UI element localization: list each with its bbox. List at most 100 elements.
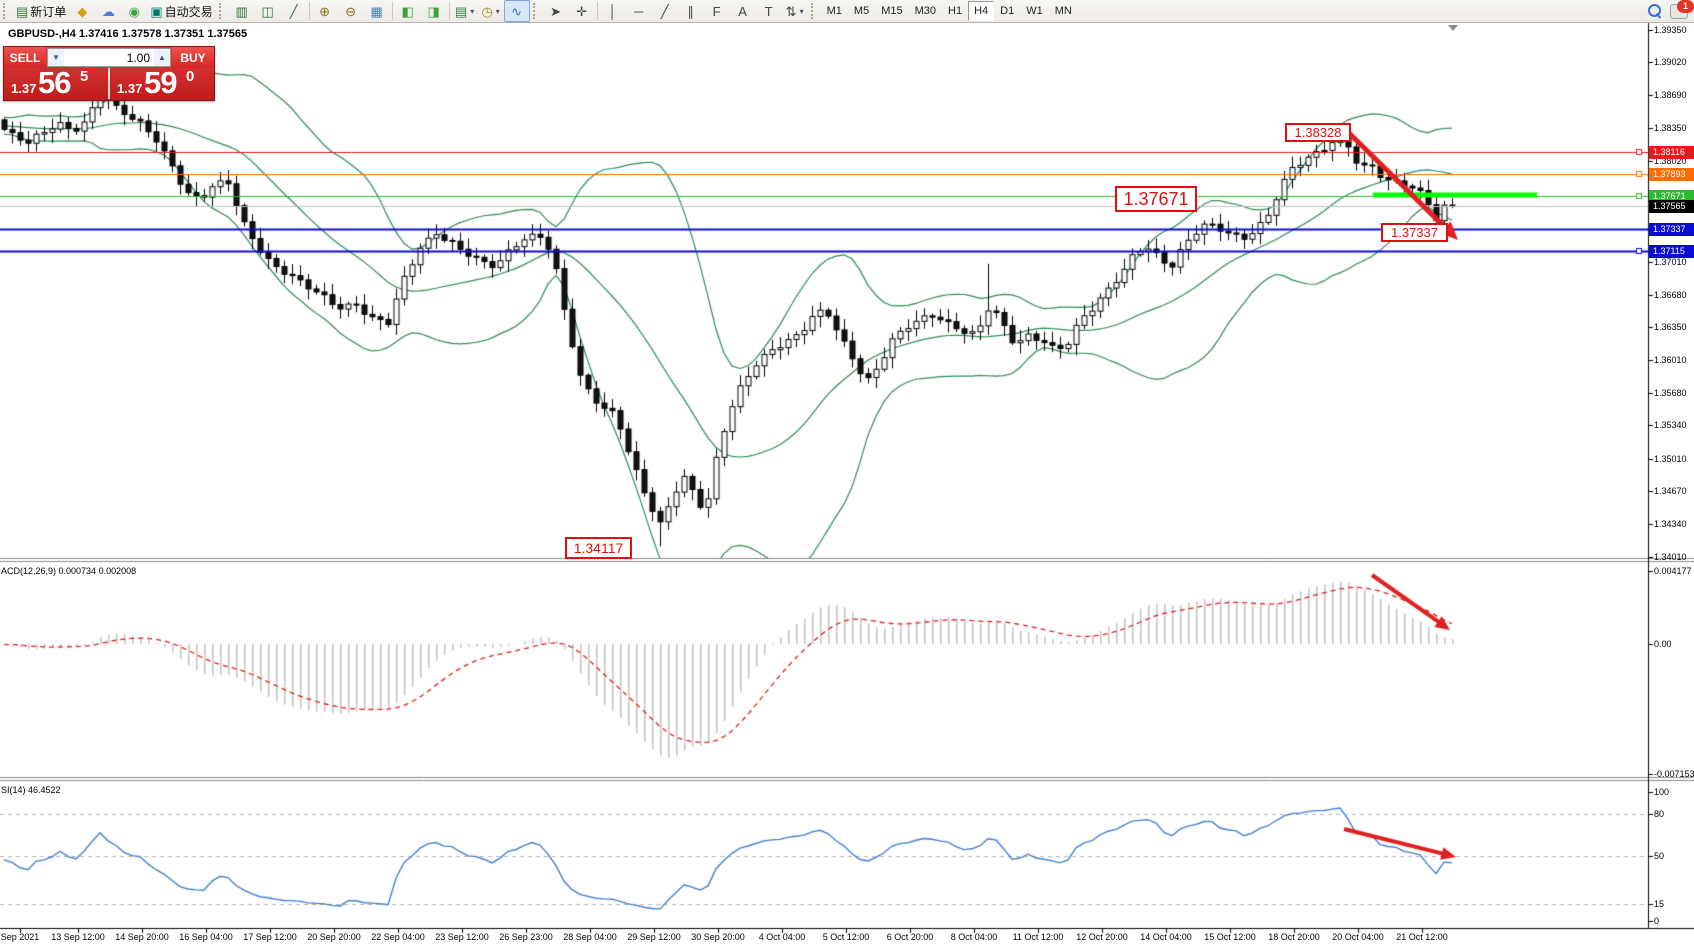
tile-windows-button[interactable]: ▦ [364,0,390,22]
chat-icon[interactable]: 1 [1670,0,1694,19]
zoom-in-button[interactable]: ⊕ [312,0,338,22]
hline-button[interactable]: ─ [626,0,652,22]
arrange-right-icon: ◨ [427,3,440,19]
timeframe-m5[interactable]: M5 [853,5,870,17]
clock-icon: ◷ [481,3,493,19]
macd-tick-label: 0.004177 [1654,566,1692,576]
zoom-out-icon: ⊖ [345,3,357,19]
arrows-icon: ⇅ [785,3,797,19]
timeframe-h1[interactable]: H1 [948,5,963,17]
price-annotation[interactable]: 1.37671 [1115,186,1197,212]
date-tick-label: 20 Oct 04:00 [1332,932,1384,942]
arrange-left-icon: ◧ [401,3,414,19]
signal-icon: ◉ [128,3,140,19]
buy-price[interactable]: 1.37 59 0 [110,65,214,100]
volume-field[interactable]: 1.00 [126,50,150,65]
panel-separator-rsi[interactable] [0,776,1694,782]
timeframe-w1[interactable]: W1 [1026,5,1043,17]
volume-up-button[interactable]: ▲ [154,49,170,66]
macd-tick-label: -0.007153 [1654,769,1694,779]
timeframe-mn[interactable]: MN [1054,5,1072,17]
price-annotation[interactable]: 1.34117 [565,537,632,559]
toolbar-grip[interactable] [3,3,10,19]
price-tick-label: 1.38690 [1654,90,1687,100]
rsi-tick-label: 50 [1654,851,1665,861]
indicators-icon: ▤ [454,3,468,19]
templates-button[interactable]: ∿ [503,0,530,22]
price-tick-label: 1.34010 [1654,552,1687,562]
autotrade-button[interactable]: ▣ 自动交易 [147,0,215,22]
price-tick-label: 1.34340 [1654,519,1687,529]
timeframe-m1[interactable]: M1 [826,5,842,17]
date-tick-label: 14 Oct 04:00 [1140,932,1192,942]
arrange-right-button[interactable]: ◨ [421,0,447,22]
timeframe-h4[interactable]: H4 [968,1,995,21]
price-tick-label: 1.37010 [1654,257,1687,267]
crosshair-button[interactable]: ✛ [569,0,595,22]
date-tick-label: 13 Sep 12:00 [51,932,105,942]
notification-badge: 1 [1677,0,1694,13]
volume-down-button[interactable]: ▼ [48,49,64,66]
tile-windows-icon: ▦ [370,3,383,19]
toolbar-grip[interactable] [532,3,540,19]
sell-price-prefix: 1.37 [11,81,37,96]
line-chart-button[interactable]: ╱ [281,0,307,22]
timeframe-m30[interactable]: M30 [914,5,936,17]
cursor-icon: ➤ [550,3,562,19]
autotrade-icon: ▣ [150,3,163,19]
price-tick-label: 1.34670 [1654,486,1687,496]
highlighter-button[interactable]: ◆ [69,0,95,22]
panel-separator-macd[interactable] [0,557,1694,563]
chevron-down-icon: ▾ [495,6,500,16]
new-order-button[interactable]: ▤ 新订单 [13,0,69,22]
chart-title: GBPUSD-,H4 1.37416 1.37578 1.37351 1.375… [8,28,248,40]
rsi-tick-label: 80 [1654,809,1665,819]
date-tick-label: 22 Sep 04:00 [371,932,425,942]
price-annotation[interactable]: 1.38328 [1285,123,1351,142]
date-tick-label: 17 Sep 12:00 [243,932,297,942]
toolbar-grip[interactable] [810,3,818,19]
market-watch-button[interactable]: ☁ [95,0,121,22]
price-tick-label: 1.35680 [1654,388,1687,398]
chart-shift-marker[interactable] [1448,25,1458,31]
text-label-button[interactable]: T [756,0,782,22]
buy-price-big: 59 [144,65,177,100]
sell-button[interactable]: SELL [4,47,46,68]
toolbar-grip[interactable] [218,3,226,19]
vline-button[interactable]: │ [600,0,626,22]
price-tick-label: 1.36350 [1654,322,1687,332]
date-tick-label: 14 Sep 20:00 [115,932,169,942]
channel-icon: ∥ [687,3,694,19]
bar-chart-button[interactable]: ▥ [229,0,255,22]
timeframe-m15[interactable]: M15 [881,5,903,17]
text-button[interactable]: A [730,0,756,22]
signals-button[interactable]: ◉ [121,0,147,22]
arrange-left-button[interactable]: ◧ [395,0,421,22]
vline-icon: │ [608,3,617,19]
line-chart-icon: ╱ [289,3,298,19]
zoom-out-button[interactable]: ⊖ [338,0,364,22]
highlighter-icon: ◆ [77,3,88,19]
search-icon[interactable] [1648,4,1662,19]
price-tick-label: 1.35340 [1654,420,1687,430]
arrows-button[interactable]: ⇅ ▾ [782,0,808,22]
channel-button[interactable]: ∥ [678,0,704,22]
price-tick-label: 1.35010 [1654,454,1687,464]
text-label-icon: T [764,3,773,19]
periods-button[interactable]: ◷ ▾ [478,0,504,22]
cursor-button[interactable]: ➤ [543,0,569,22]
candle-chart-button[interactable]: ◫ [255,0,281,22]
fibonacci-button[interactable]: F [704,0,730,22]
bar-chart-icon: ▥ [235,3,248,19]
price-annotation[interactable]: 1.37337 [1381,223,1448,242]
timeframe-d1[interactable]: D1 [1000,5,1015,17]
macd-label: ACD(12,26,9) 0.000734 0.002008 [1,566,137,576]
date-tick-label: 5 Oct 12:00 [822,932,870,942]
toolbar: ▤ 新订单 ◆ ☁ ◉ ▣ 自动交易 ▥ ◫ ╱ ⊕ ⊖ ▦ ◧ ◨ ▤ ▾ ◷… [0,0,1694,23]
sell-price[interactable]: 1.37 56 5 [4,65,110,100]
buy-button[interactable]: BUY [172,47,214,68]
indicators-button[interactable]: ▤ ▾ [452,0,478,22]
trendline-button[interactable]: ╱ [652,0,678,22]
